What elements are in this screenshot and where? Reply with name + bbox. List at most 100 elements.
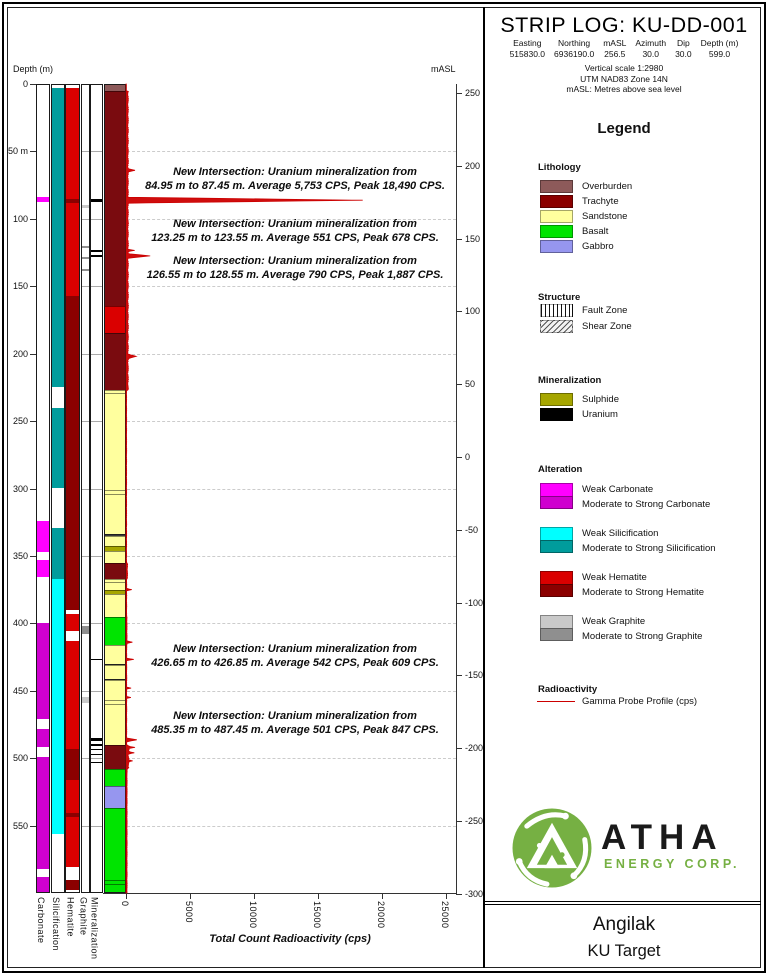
map-note-line: Vertical scale 1:2980 <box>584 63 664 73</box>
interval-hematite <box>66 879 79 891</box>
x-tick-label: 5000 <box>184 901 194 924</box>
legend-lith-1-swatch <box>540 195 573 208</box>
depth-tick-label: 150 <box>12 281 28 292</box>
col-50m-tick <box>91 151 102 153</box>
lith-interval <box>105 333 125 391</box>
lith-interval <box>105 546 125 552</box>
col-50m-tick <box>82 421 89 423</box>
lith-interval <box>105 589 125 595</box>
col-50m-tick <box>91 690 102 692</box>
legend-struct-0-label: Fault Zone <box>582 305 628 316</box>
legend-alt-strong-label: Moderate to Strong Carbonate <box>582 499 711 510</box>
legend-alt-weak-label: Weak Silicification <box>582 528 659 539</box>
interval-hematite <box>66 295 79 610</box>
interval-carbonate <box>37 559 49 578</box>
lith-interval <box>105 393 125 490</box>
legend-alt-weak-swatch <box>540 571 573 584</box>
annotation-line2: 84.95 m to 87.45 m. Average 5,753 CPS, P… <box>145 179 445 192</box>
masl-axis-line <box>456 84 457 893</box>
column-carbonate <box>36 84 50 893</box>
interval-mineralization <box>91 198 102 202</box>
project-name: Angilak <box>592 914 656 935</box>
annotation-line2: 485.35 m to 487.45 m. Average 501 CPS, P… <box>151 723 439 736</box>
x-tick-mark <box>318 893 319 899</box>
depth-tick-mark <box>30 825 36 827</box>
interval-hematite <box>66 640 79 749</box>
legend-struct-0-swatch <box>540 304 573 317</box>
masl-tick-mark <box>456 384 462 386</box>
depth-tick-mark <box>30 758 36 760</box>
collar-field-label: Dip <box>676 38 690 48</box>
masl-tick-label: 250 <box>465 88 481 98</box>
masl-tick-label: 0 <box>465 452 471 462</box>
legend-alt-weak-swatch <box>540 527 573 540</box>
interval-silicification <box>52 88 64 388</box>
collar-field-value: 599.0 <box>708 48 731 59</box>
lith-interval <box>105 534 125 536</box>
collar-field: Dip 30.0 <box>675 38 692 59</box>
depth-tick-label: 200 <box>12 348 28 359</box>
interval-mineralization <box>91 249 102 252</box>
col-50m-tick <box>82 825 89 827</box>
lith-interval <box>105 644 125 664</box>
footer-divider-top <box>485 901 761 902</box>
depth-tick-label: 400 <box>12 618 28 629</box>
intersection-annotation-2: New Intersection: Uranium mineralization… <box>128 218 462 245</box>
masl-tick-mark <box>456 165 462 167</box>
col-50m-tick <box>82 286 89 288</box>
map-note-line: mASL: Metres above sea level <box>566 84 682 94</box>
masl-tick-label: 200 <box>465 160 481 171</box>
x-tick-label: 10000 <box>248 901 258 929</box>
masl-tick-mark <box>456 893 462 895</box>
column-graphite <box>81 84 90 893</box>
masl-tick-mark <box>456 602 462 604</box>
masl-tick-mark <box>456 748 462 750</box>
interval-mineralization <box>91 254 102 258</box>
legend-alt-strong-label: Moderate to Strong Hematite <box>582 587 704 598</box>
collar-field-value: 30.0 <box>642 48 659 59</box>
target-name: KU Target <box>587 942 661 960</box>
lith-interval <box>105 808 125 880</box>
lith-interval <box>105 594 125 617</box>
legend-lith-2-swatch <box>540 210 573 223</box>
legend-min-0-swatch <box>540 393 573 406</box>
depth-tick-mark <box>30 690 36 692</box>
lith-interval <box>105 306 125 334</box>
masl-tick-label: -200 <box>465 743 484 754</box>
atha-logo-icon <box>510 806 594 890</box>
gamma-line-label: Gamma Probe Profile (cps) <box>582 696 698 707</box>
interval-silicification <box>52 527 64 579</box>
col-50m-tick <box>91 825 102 827</box>
col-50m-tick <box>91 421 102 423</box>
depth-tick-mark <box>30 421 36 423</box>
legend-lith-4-label: Gabbro <box>582 241 614 252</box>
depth-tick-mark <box>30 151 36 153</box>
masl-tick-label: -300 <box>465 888 484 899</box>
masl-tick-label: 50 <box>465 379 476 390</box>
col-50m-tick <box>82 218 89 220</box>
depth-tick-mark <box>30 623 36 625</box>
interval-mineralization <box>91 738 102 742</box>
depth-tick-label: 250 <box>12 416 28 427</box>
x-tick-label: 15000 <box>312 901 322 929</box>
annotation-line1: New Intersection: Uranium mineralization… <box>173 166 417 178</box>
depth-tick-mark <box>30 353 36 355</box>
legend-title: Legend <box>597 120 651 137</box>
x-tick-label: 20000 <box>376 901 386 929</box>
column-label-graphite: Graphite <box>78 897 89 936</box>
depth-tick-mark <box>30 218 36 220</box>
column-label-mineralization: Mineralization <box>89 897 100 960</box>
lith-interval <box>105 663 125 666</box>
lith-interval <box>105 551 125 563</box>
lith-interval <box>105 768 125 787</box>
annotation-line2: 126.55 m to 128.55 m. Average 790 CPS, P… <box>146 268 444 281</box>
column-label-carbonate: Carbonate <box>36 897 46 944</box>
interval-mineralization <box>91 762 102 764</box>
interval-graphite <box>82 205 89 209</box>
annotation-line1: New Intersection: Uranium mineralization… <box>173 218 417 230</box>
col-50m-tick <box>82 555 89 557</box>
legend-alt-strong-swatch <box>540 628 573 641</box>
col-50m-tick <box>82 690 89 692</box>
collar-field: Northing 6936190.0 <box>554 38 594 59</box>
